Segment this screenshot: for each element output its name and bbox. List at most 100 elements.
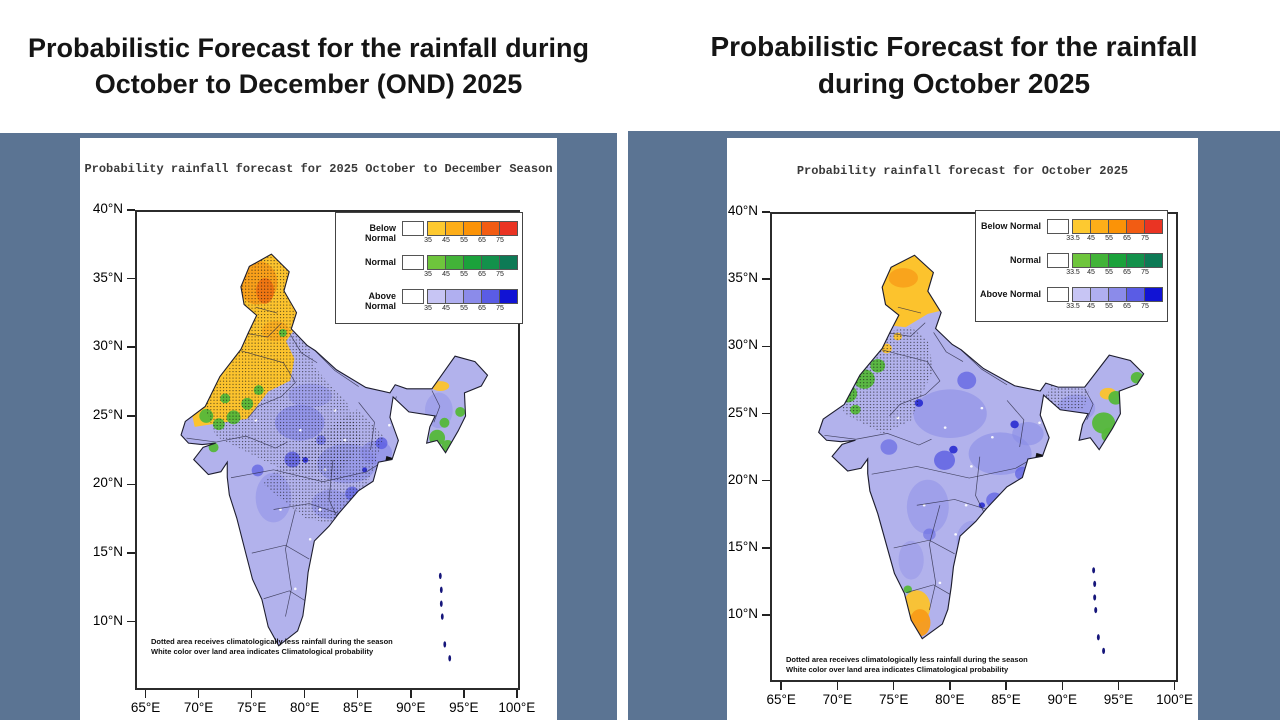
legend-row-normal: Normal 33.5 45 55 65 75: [980, 253, 1163, 277]
y-axis-label: 35°N: [92, 269, 123, 285]
legend-color-cell: [463, 255, 482, 270]
y-axis-label: 40°N: [92, 201, 123, 216]
x-axis-tick: [1005, 682, 1007, 690]
footnote-line1: Dotted area receives climatologically le…: [786, 655, 1028, 664]
legend-row-above-normal: Above Normal 33.5 45 55 65 75: [980, 287, 1163, 311]
legend-tick-label: 65: [1123, 303, 1131, 310]
india-map-oct: [818, 254, 1145, 654]
legend-tick-label: 45: [442, 271, 450, 278]
legend-tick-label: 45: [1087, 235, 1095, 242]
oct-footnote: Dotted area receives climatologically le…: [786, 655, 1028, 675]
legend-tick-label: 55: [1105, 303, 1113, 310]
y-axis-label: 30°N: [92, 338, 123, 354]
y-axis-tick: [762, 614, 770, 616]
y-axis-tick: [762, 278, 770, 280]
y-axis-tick: [127, 346, 135, 348]
legend-color-cell: [445, 221, 464, 236]
legend-color-cell: [499, 289, 518, 304]
legend-color-cell: [1144, 287, 1163, 302]
legend-tick-label: 65: [1123, 269, 1131, 276]
x-axis-label: 70°E: [183, 700, 214, 715]
ond-title-band: Probabilistic Forecast for the rainfall …: [0, 0, 617, 133]
panel-divider: [617, 0, 628, 720]
legend-category-label: Above Normal: [980, 289, 1042, 299]
footnote-line2: White color over land area indicates Cli…: [151, 647, 374, 657]
legend-tick-label: 33.5: [1066, 303, 1080, 310]
y-axis-tick: [762, 412, 770, 415]
legend-category-label: Below Normal: [980, 221, 1041, 231]
legend-tick-label: 75: [496, 237, 504, 244]
legend-tick-label: 65: [478, 305, 486, 312]
legend-color-cell: [1072, 219, 1091, 234]
y-axis-tick: [127, 552, 135, 554]
legend-color-cell: [1126, 287, 1145, 302]
oct-plot-area: Dotted area receives climatologically le…: [770, 212, 1178, 682]
legend-color-cell: [1047, 287, 1069, 302]
y-axis-label: 10°N: [727, 606, 758, 622]
legend-tick-label: 33.5: [1066, 235, 1080, 242]
legend-colorbar: 33.5 45 55 65 75: [1047, 219, 1163, 243]
oct-figure: Probability rainfall forecast for Octobe…: [727, 138, 1198, 720]
ond-legend: Below Normal 35 45 55 65 75 Normal 35 45 55 65 75 Ab…: [335, 212, 523, 324]
y-axis-label: 20°N: [92, 475, 123, 491]
x-axis-tick: [410, 690, 412, 698]
legend-colorbar: 35 45 55 65 75: [402, 221, 518, 245]
x-axis-label: 95°E: [1103, 692, 1134, 707]
legend-tick-label: 55: [460, 305, 468, 312]
legend-color-cell: [402, 221, 424, 236]
legend-color-cell: [1126, 219, 1145, 234]
legend-tick-label: 45: [1087, 303, 1095, 310]
y-axis-tick: [762, 479, 770, 482]
x-axis-label: 75°E: [878, 692, 909, 707]
x-axis-tick: [1117, 682, 1120, 690]
legend-color-cell: [1090, 219, 1109, 234]
legend-colorbar: 33.5 45 55 65 75: [1047, 253, 1163, 277]
x-axis-label: 100°E: [498, 700, 536, 715]
x-axis-label: 80°E: [289, 700, 320, 715]
x-axis-tick: [1061, 682, 1064, 690]
legend-color-cell: [402, 255, 424, 270]
legend-color-cell: [1126, 253, 1145, 268]
x-axis-tick: [303, 690, 306, 698]
y-axis-label: 15°N: [92, 544, 123, 559]
legend-color-cell: [1108, 253, 1127, 268]
x-axis-label: 85°E: [342, 700, 373, 715]
legend-tick-label: 55: [460, 271, 468, 278]
legend-tick-label: 75: [1141, 269, 1149, 276]
x-axis-label: 90°E: [1047, 692, 1077, 707]
x-axis-tick: [836, 682, 839, 690]
oct-title-band: Probabilistic Forecast for the rainfall d…: [628, 0, 1280, 131]
ond-header-line1: Probabilistic Forecast for the rainfall …: [27, 32, 590, 63]
legend-color-cell: [463, 221, 482, 236]
x-axis-label: 65°E: [130, 700, 161, 715]
ond-header-line2: October to December (OND) 2025: [94, 68, 523, 99]
legend-row-above-normal: Above Normal 35 45 55 65 75: [340, 289, 518, 313]
legend-color-cell: [1072, 287, 1091, 302]
legend-category-label: Below Normal: [364, 223, 396, 243]
india-map-ond: [180, 253, 489, 662]
legend-color-cell: [445, 289, 464, 304]
legend-color-cell: [481, 289, 500, 304]
x-axis-label: 75°E: [236, 700, 267, 715]
legend-tick-label: 75: [496, 305, 504, 312]
oct-header-line2: during October 2025: [817, 67, 1091, 99]
footnote-line1: Dotted area receives climatologically le…: [151, 637, 393, 646]
x-axis-tick: [356, 690, 359, 698]
x-axis-tick: [949, 682, 951, 690]
y-axis-label: 25°N: [92, 406, 123, 422]
x-axis-tick: [1173, 682, 1176, 690]
legend-color-cell: [445, 255, 464, 270]
legend-tick-label: 35: [424, 305, 432, 312]
legend-tick-label: 75: [496, 271, 504, 278]
y-axis-label: 10°N: [92, 612, 123, 628]
legend-tick-label: 75: [1141, 303, 1149, 310]
legend-tick-label: 75: [1141, 235, 1149, 242]
y-axis-tick: [762, 345, 770, 348]
y-axis-tick: [127, 620, 135, 623]
legend-tick-label: 35: [424, 237, 432, 244]
ond-figure: Probability rainfall forecast for 2025 O…: [80, 138, 557, 720]
x-axis-label: 95°E: [449, 700, 479, 715]
oct-legend: Below Normal 33.5 45 55 65 75 Normal 33.5 45 55 65…: [975, 210, 1168, 322]
y-axis-label: 40°N: [727, 203, 758, 218]
